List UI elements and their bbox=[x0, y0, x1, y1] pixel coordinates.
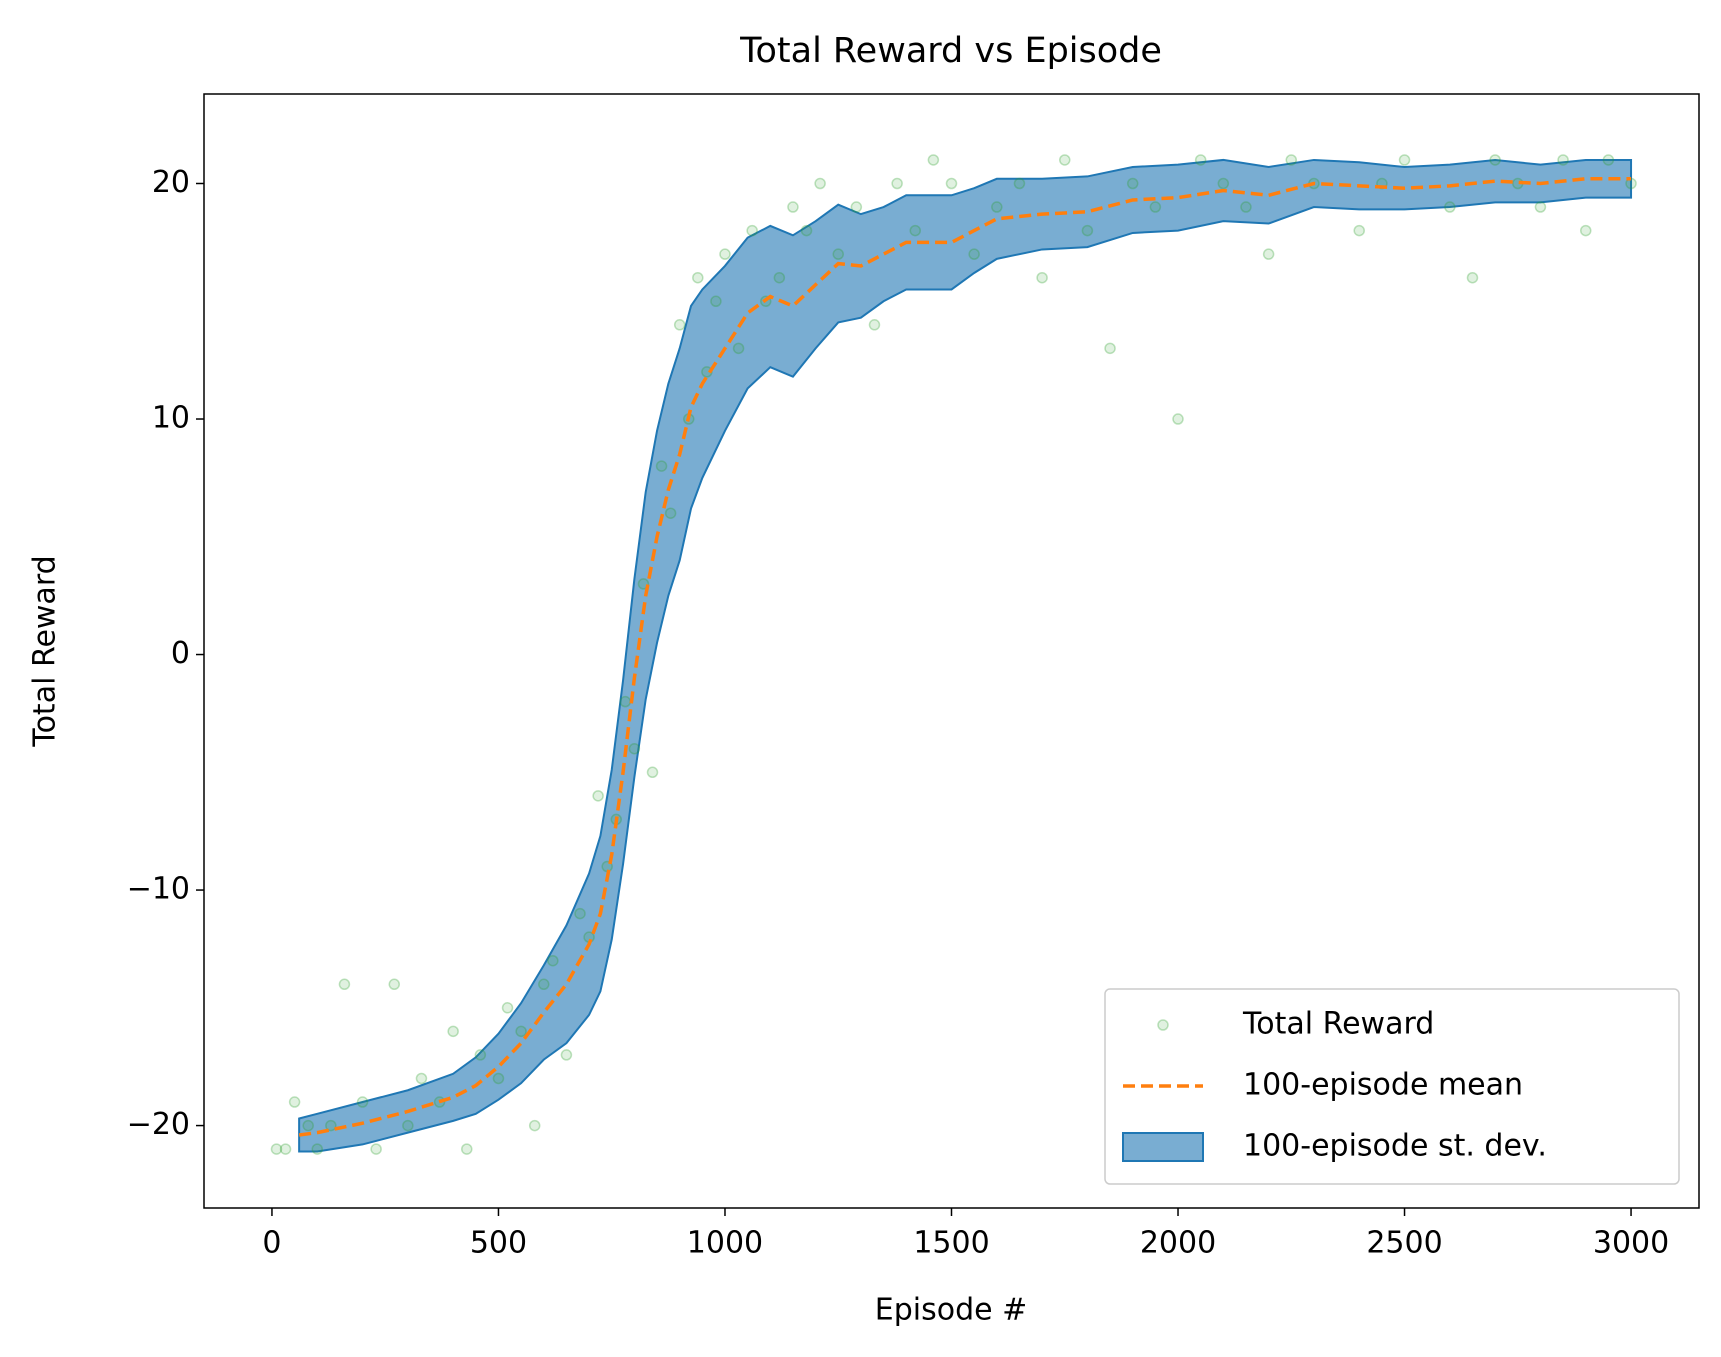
reward-point bbox=[1126, 177, 1139, 190]
reward-point bbox=[1240, 201, 1252, 213]
x-tick-label: 1500 bbox=[913, 1226, 989, 1261]
axes-frame bbox=[203, 93, 1700, 1209]
legend-key bbox=[1122, 1132, 1204, 1162]
reward-point bbox=[746, 224, 758, 237]
reward-point bbox=[692, 271, 704, 284]
reward-point bbox=[402, 1119, 414, 1132]
reward-point bbox=[945, 177, 958, 190]
reward-point bbox=[927, 154, 940, 166]
y-tick-label: 10 bbox=[152, 401, 190, 436]
reward-point bbox=[1013, 177, 1026, 190]
reward-point bbox=[447, 1025, 459, 1038]
reward-point bbox=[356, 1096, 369, 1108]
reward-point bbox=[1194, 154, 1207, 166]
reward-point bbox=[474, 1049, 487, 1061]
reward-point bbox=[1036, 271, 1048, 284]
reward-point bbox=[415, 1072, 428, 1085]
y-tick-label: −10 bbox=[127, 872, 190, 907]
reward-point bbox=[891, 177, 903, 190]
x-tick-label: 2500 bbox=[1366, 1226, 1442, 1261]
reward-point bbox=[1602, 154, 1615, 166]
reward-point bbox=[592, 790, 604, 802]
reward-point bbox=[1444, 201, 1456, 213]
reward-point bbox=[1557, 154, 1569, 166]
reward-point bbox=[302, 1119, 314, 1132]
reward-point bbox=[732, 342, 745, 355]
legend-label: 100-episode mean bbox=[1243, 1068, 1523, 1103]
x-tick-label: 2000 bbox=[1140, 1226, 1216, 1261]
reward-point bbox=[492, 1072, 505, 1085]
legend-label: Total Reward bbox=[1242, 1007, 1434, 1042]
reward-point bbox=[655, 460, 668, 472]
reward-point bbox=[1217, 177, 1230, 190]
reward-point bbox=[787, 201, 799, 213]
y-tick-label: 0 bbox=[171, 636, 190, 671]
plot-area bbox=[270, 154, 1637, 1155]
reward-point bbox=[1059, 154, 1071, 166]
reward-point bbox=[619, 695, 632, 708]
reward-point bbox=[528, 1119, 541, 1132]
reward-point bbox=[1104, 342, 1116, 355]
reward-point bbox=[1534, 201, 1547, 213]
x-axis-label: Episode # bbox=[875, 1293, 1028, 1328]
reward-point bbox=[574, 907, 586, 920]
reward-point bbox=[279, 1143, 292, 1155]
reward-point bbox=[719, 248, 731, 260]
reward-point bbox=[814, 177, 826, 190]
reward-point bbox=[1285, 154, 1298, 166]
reward-point bbox=[370, 1143, 382, 1155]
chart-title: Total Reward vs Episode bbox=[739, 31, 1162, 71]
mean-line bbox=[298, 177, 1632, 1137]
x-tick-label: 3000 bbox=[1593, 1226, 1669, 1261]
reward-point bbox=[968, 248, 980, 260]
reward-point bbox=[325, 1119, 337, 1132]
reward-point bbox=[388, 978, 401, 991]
reward-point bbox=[1262, 248, 1275, 260]
reward-point bbox=[1466, 271, 1479, 284]
reward-point bbox=[710, 295, 722, 308]
reward-point bbox=[338, 978, 351, 991]
x-tick-label: 1000 bbox=[687, 1226, 763, 1261]
reward-point bbox=[1398, 154, 1411, 166]
reward-point bbox=[1081, 224, 1094, 237]
reward-point bbox=[1489, 154, 1501, 166]
legend-box bbox=[1104, 988, 1680, 1185]
reward-point bbox=[538, 978, 550, 991]
reward-point bbox=[1353, 224, 1365, 237]
reward-point bbox=[270, 1143, 283, 1155]
reward-point bbox=[991, 201, 1003, 213]
reward-point bbox=[311, 1143, 324, 1155]
reward-point bbox=[773, 271, 786, 284]
x-tick-label: 500 bbox=[470, 1226, 527, 1261]
reward-point bbox=[501, 1002, 514, 1014]
reward-point bbox=[850, 201, 863, 213]
std-band bbox=[298, 158, 1633, 1153]
reward-point bbox=[909, 224, 922, 237]
legend-key bbox=[1157, 1019, 1169, 1031]
reward-point bbox=[288, 1096, 301, 1108]
reward-point bbox=[1579, 224, 1592, 237]
reward-point bbox=[560, 1049, 573, 1061]
reward-point bbox=[1172, 413, 1184, 425]
reward-point bbox=[673, 319, 686, 331]
legend-label: 100-episode st. dev. bbox=[1243, 1129, 1547, 1164]
reward-point bbox=[800, 224, 813, 237]
x-tick-label: 0 bbox=[262, 1226, 281, 1261]
reward-point bbox=[868, 319, 881, 331]
reward-point bbox=[515, 1025, 527, 1038]
reward-point bbox=[547, 954, 559, 967]
y-tick-label: −20 bbox=[127, 1107, 190, 1142]
reward-point bbox=[646, 766, 659, 779]
reward-point bbox=[1149, 201, 1162, 213]
reward-point bbox=[628, 742, 641, 755]
reward-point bbox=[832, 248, 844, 260]
reward-point bbox=[664, 507, 677, 519]
y-tick-label: 20 bbox=[152, 165, 190, 200]
reward-point bbox=[461, 1143, 473, 1155]
y-axis-label: Total Reward bbox=[28, 555, 63, 747]
